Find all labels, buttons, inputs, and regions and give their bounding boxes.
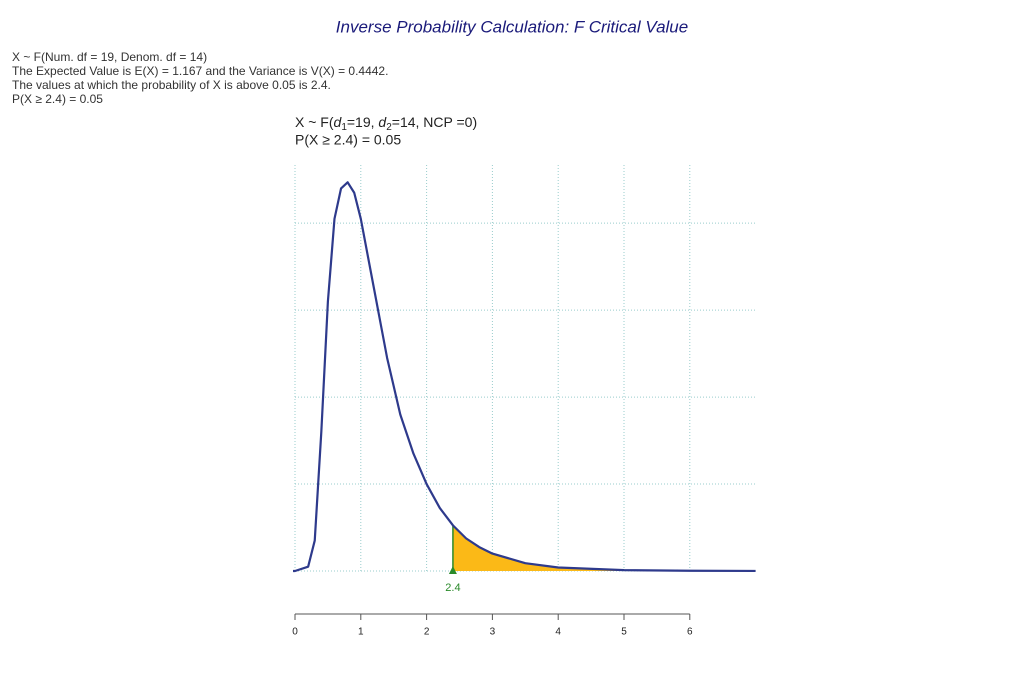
formula-part: 2: [386, 122, 392, 133]
formula-part: =14, NCP =0): [392, 114, 477, 130]
formula-part: 1: [341, 122, 347, 133]
formula-part: X ~ F(: [295, 114, 334, 130]
tail-area: [452, 525, 756, 571]
x-tick-label: 5: [621, 627, 627, 638]
formula-part: d: [378, 114, 387, 130]
info-line: The values at which the probability of X…: [12, 78, 331, 92]
probability-line: P(X ≥ 2.4) = 0.05: [295, 132, 401, 148]
x-tick-label: 6: [687, 627, 693, 638]
info-line: The Expected Value is E(X) = 1.167 and t…: [12, 64, 388, 78]
info-line: X ~ F(Num. df = 19, Denom. df = 14): [12, 50, 207, 64]
info-line: P(X ≥ 2.4) = 0.05: [12, 92, 103, 106]
x-tick-label: 3: [490, 627, 496, 638]
chart-title: Inverse Probability Calculation: F Criti…: [336, 17, 688, 36]
x-tick-label: 1: [358, 627, 364, 638]
formula: X ~ F(d1=19, d2=14, NCP =0): [295, 114, 477, 133]
formula-part: d: [334, 114, 343, 130]
critical-label: 2.4: [445, 582, 460, 594]
critical-marker: [448, 566, 457, 574]
x-tick-label: 4: [555, 627, 561, 638]
x-tick-label: 2: [424, 627, 430, 638]
density-curve: [293, 181, 756, 573]
x-tick-label: 0: [292, 627, 298, 638]
formula-part: =19,: [347, 114, 379, 130]
